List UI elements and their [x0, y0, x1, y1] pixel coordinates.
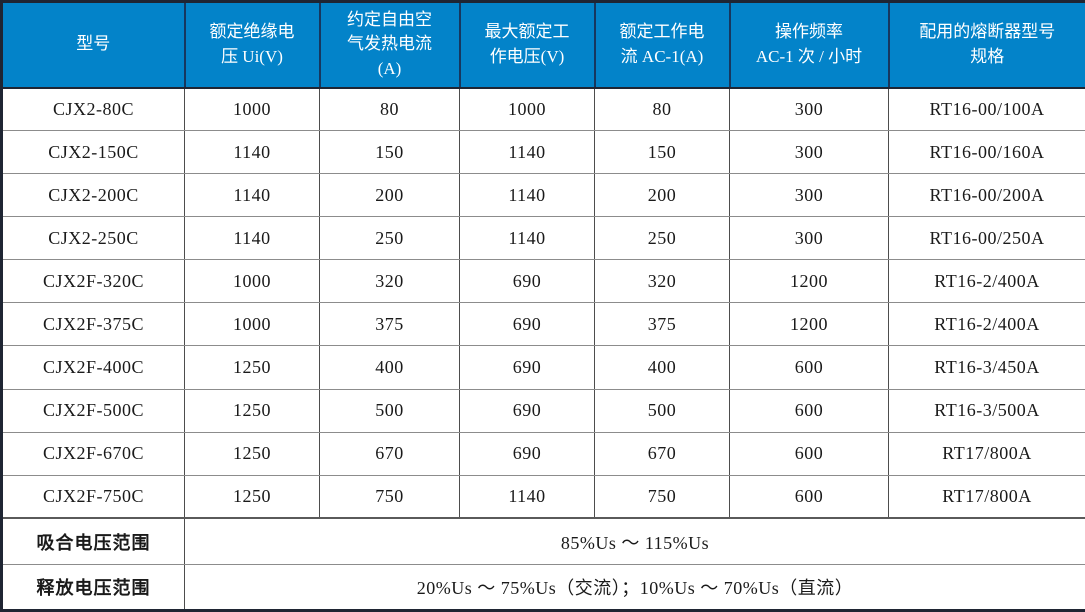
cell-frequency: 300 [729, 173, 889, 218]
footer-label-pickup-voltage-range: 吸合电压范围 [1, 517, 185, 565]
cell-frequency: 600 [729, 431, 889, 476]
header-row: 型号 额定绝缘电 压 Ui(V) 约定自由空 气发热电流 (A) 最大额定工 作… [1, 1, 1085, 89]
footer-row-pickup-voltage-range: 吸合电压范围 85%Us ～ 115%Us [1, 517, 1085, 565]
cell-frequency: 600 [729, 388, 889, 433]
table-header: 型号 额定绝缘电 压 Ui(V) 约定自由空 气发热电流 (A) 最大额定工 作… [1, 1, 1085, 89]
cell-insulation-voltage: 1000 [184, 302, 320, 347]
header-cell-max-rated-operating-voltage: 最大额定工 作电压(V) [459, 1, 596, 89]
cell-max-voltage: 1140 [459, 130, 595, 175]
cell-max-voltage: 1140 [459, 216, 595, 261]
cell-max-voltage: 690 [459, 302, 595, 347]
cell-max-voltage: 690 [459, 345, 595, 390]
cell-model: CJX2F-500C [1, 388, 185, 433]
cell-ac1-current: 500 [594, 388, 730, 433]
cell-fuse: RT16-00/250A [888, 216, 1085, 261]
cell-insulation-voltage: 1140 [184, 130, 320, 175]
cell-fuse: RT16-2/400A [888, 259, 1085, 304]
table-row-cjx2f-670c: CJX2F-670C 1250 670 690 670 600 RT17/800… [1, 431, 1085, 476]
cell-model: CJX2F-320C [1, 259, 185, 304]
cell-ac1-current: 375 [594, 302, 730, 347]
footer-row-release-voltage-range: 释放电压范围 20%Us ～ 75%Us（交流）；10%Us ～ 70%Us（直… [1, 563, 1085, 612]
cell-thermal-current: 750 [319, 474, 460, 519]
cell-model: CJX2F-375C [1, 302, 185, 347]
cell-insulation-voltage: 1250 [184, 345, 320, 390]
table-row-cjx2f-500c: CJX2F-500C 1250 500 690 500 600 RT16-3/5… [1, 388, 1085, 433]
cell-insulation-voltage: 1000 [184, 86, 320, 132]
cell-insulation-voltage: 1140 [184, 216, 320, 261]
cell-model: CJX2-200C [1, 173, 185, 218]
footer-value-release-voltage-range: 20%Us ～ 75%Us（交流）；10%Us ～ 70%Us（直流） [184, 563, 1085, 612]
cell-thermal-current: 80 [319, 86, 460, 132]
cell-thermal-current: 250 [319, 216, 460, 261]
cell-model: CJX2F-750C [1, 474, 185, 519]
footer-label-release-voltage-range: 释放电压范围 [1, 563, 185, 612]
cell-fuse: RT16-2/400A [888, 302, 1085, 347]
table-row-cjx2-200c: CJX2-200C 1140 200 1140 200 300 RT16-00/… [1, 173, 1085, 218]
cell-ac1-current: 150 [594, 130, 730, 175]
cell-frequency: 1200 [729, 259, 889, 304]
cell-fuse: RT16-00/160A [888, 130, 1085, 175]
cell-fuse: RT16-00/100A [888, 86, 1085, 132]
cell-model: CJX2F-670C [1, 431, 185, 476]
cell-frequency: 600 [729, 345, 889, 390]
cell-ac1-current: 250 [594, 216, 730, 261]
cell-frequency: 300 [729, 130, 889, 175]
table-row-cjx2f-750c: CJX2F-750C 1250 750 1140 750 600 RT17/80… [1, 474, 1085, 519]
cell-max-voltage: 690 [459, 388, 595, 433]
header-cell-rated-insulation-voltage: 额定绝缘电 压 Ui(V) [184, 1, 321, 89]
table-row-cjx2f-375c: CJX2F-375C 1000 375 690 375 1200 RT16-2/… [1, 302, 1085, 347]
cell-frequency: 1200 [729, 302, 889, 347]
cell-insulation-voltage: 1140 [184, 173, 320, 218]
cell-fuse: RT17/800A [888, 474, 1085, 519]
cell-fuse: RT16-00/200A [888, 173, 1085, 218]
cell-ac1-current: 670 [594, 431, 730, 476]
cell-max-voltage: 690 [459, 431, 595, 476]
footer-value-pickup-voltage-range: 85%Us ～ 115%Us [184, 517, 1085, 565]
cell-ac1-current: 200 [594, 173, 730, 218]
cell-frequency: 600 [729, 474, 889, 519]
cell-max-voltage: 1140 [459, 173, 595, 218]
cell-ac1-current: 320 [594, 259, 730, 304]
cell-insulation-voltage: 1250 [184, 431, 320, 476]
cell-model: CJX2F-400C [1, 345, 185, 390]
table-row-cjx2-250c: CJX2-250C 1140 250 1140 250 300 RT16-00/… [1, 216, 1085, 261]
table-row-cjx2f-400c: CJX2F-400C 1250 400 690 400 600 RT16-3/4… [1, 345, 1085, 390]
header-cell-conventional-free-air-thermal-current: 约定自由空 气发热电流 (A) [319, 1, 461, 89]
cell-fuse: RT17/800A [888, 431, 1085, 476]
cell-insulation-voltage: 1250 [184, 474, 320, 519]
header-cell-matching-fuse-model: 配用的熔断器型号 规格 [888, 1, 1085, 89]
cell-ac1-current: 80 [594, 86, 730, 132]
cell-thermal-current: 500 [319, 388, 460, 433]
header-cell-rated-operating-current-ac1: 额定工作电 流 AC-1(A) [594, 1, 731, 89]
cell-insulation-voltage: 1250 [184, 388, 320, 433]
cell-ac1-current: 750 [594, 474, 730, 519]
cell-max-voltage: 690 [459, 259, 595, 304]
cell-ac1-current: 400 [594, 345, 730, 390]
cell-fuse: RT16-3/450A [888, 345, 1085, 390]
cell-frequency: 300 [729, 86, 889, 132]
cell-insulation-voltage: 1000 [184, 259, 320, 304]
cell-model: CJX2-80C [1, 86, 185, 132]
cell-frequency: 300 [729, 216, 889, 261]
cell-model: CJX2-150C [1, 130, 185, 175]
header-cell-model: 型号 [1, 1, 186, 89]
cell-thermal-current: 320 [319, 259, 460, 304]
table-row-cjx2f-320c: CJX2F-320C 1000 320 690 320 1200 RT16-2/… [1, 259, 1085, 304]
header-cell-operating-frequency: 操作频率 AC-1 次 / 小时 [729, 1, 890, 89]
cell-thermal-current: 400 [319, 345, 460, 390]
cell-fuse: RT16-3/500A [888, 388, 1085, 433]
cell-max-voltage: 1000 [459, 86, 595, 132]
table-body: CJX2-80C 1000 80 1000 80 300 RT16-00/100… [1, 86, 1085, 612]
table-row-cjx2-80c: CJX2-80C 1000 80 1000 80 300 RT16-00/100… [1, 86, 1085, 132]
cell-max-voltage: 1140 [459, 474, 595, 519]
cell-model: CJX2-250C [1, 216, 185, 261]
cell-thermal-current: 375 [319, 302, 460, 347]
table-row-cjx2-150c: CJX2-150C 1140 150 1140 150 300 RT16-00/… [1, 130, 1085, 175]
cell-thermal-current: 200 [319, 173, 460, 218]
cell-thermal-current: 670 [319, 431, 460, 476]
cell-thermal-current: 150 [319, 130, 460, 175]
